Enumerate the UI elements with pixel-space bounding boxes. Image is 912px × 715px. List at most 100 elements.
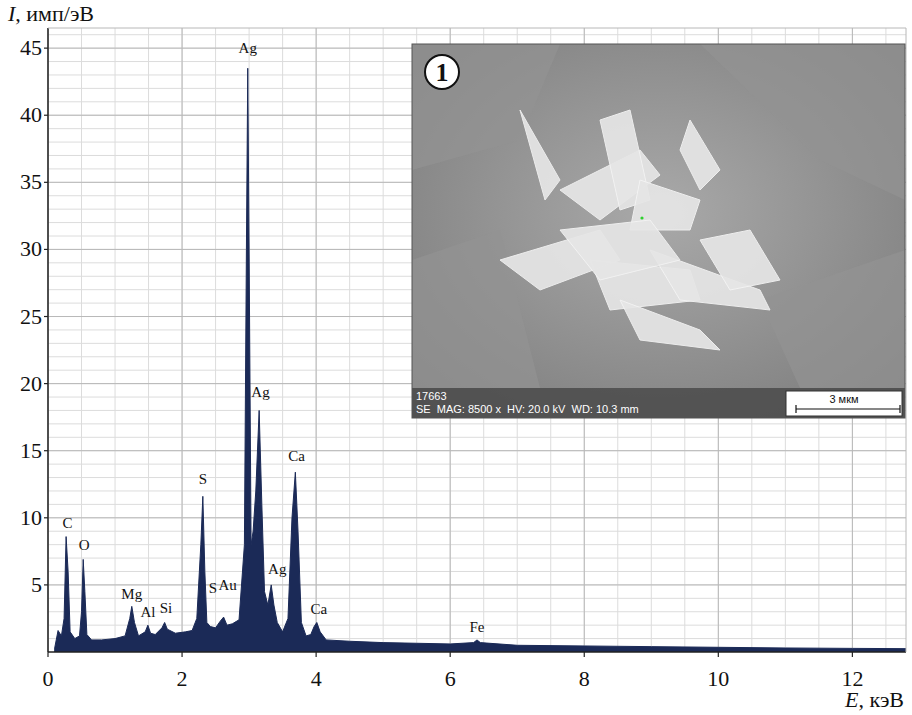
sem-texture <box>760 250 905 388</box>
sem-background <box>412 44 905 418</box>
minor-grid-line <box>48 464 906 465</box>
grid-line <box>48 584 906 585</box>
y-tick-label: 45 <box>20 35 42 60</box>
sem-id: 17663 <box>416 390 447 402</box>
minor-grid-line <box>48 490 906 491</box>
peak-label: S <box>199 471 207 487</box>
x-tick-label: 10 <box>707 666 729 691</box>
y-axis <box>47 28 49 652</box>
sem-marker <box>640 216 643 219</box>
minor-grid-line <box>48 34 906 35</box>
minor-grid-line <box>316 28 317 652</box>
minor-grid-line <box>48 437 906 438</box>
y-tick <box>44 249 48 250</box>
peak-label: Au <box>218 577 237 593</box>
y-tick <box>44 115 48 116</box>
peak-label: S <box>209 580 217 596</box>
x-tick-label: 8 <box>579 666 590 691</box>
grid-line <box>316 28 317 652</box>
peak-labels: COMgAlSiSSAuAgAgAgCaCaFe <box>62 40 484 634</box>
y-tick-label: 35 <box>20 169 42 194</box>
minor-grid-line <box>48 504 906 505</box>
y-tick-label: 40 <box>20 102 42 127</box>
minor-grid-line <box>48 558 906 559</box>
chart: 02468101251015202530354045I, имп/эВE, кэ… <box>0 0 912 715</box>
x-tick <box>47 652 48 657</box>
panel-label: 1 <box>436 58 449 87</box>
grid-line <box>48 28 49 652</box>
y-tick <box>44 517 48 518</box>
x-tick <box>181 652 182 657</box>
x-tick <box>718 652 719 657</box>
y-tick <box>44 450 48 451</box>
peak-label: O <box>79 537 90 553</box>
minor-grid-line <box>48 28 49 652</box>
scale-bar-label: 3 мкм <box>829 393 858 405</box>
x-tick-label: 4 <box>311 666 322 691</box>
sem-crystal <box>620 300 720 350</box>
y-tick <box>44 48 48 49</box>
x-tick <box>584 652 585 657</box>
grid <box>48 28 906 652</box>
minor-grid-line <box>48 477 906 478</box>
y-tick <box>44 316 48 317</box>
sem-texture <box>700 44 905 200</box>
peak-label: Ca <box>288 448 305 464</box>
minor-grid-line <box>48 611 906 612</box>
peak-label: Ca <box>310 601 327 617</box>
peak-label: Ag <box>268 561 287 577</box>
peak-label: Si <box>160 600 173 616</box>
sem-crystal <box>520 110 560 200</box>
y-tick-label: 25 <box>20 304 42 329</box>
frame <box>906 28 907 652</box>
minor-grid-line <box>182 28 183 652</box>
y-axis-title: I, имп/эВ <box>7 1 94 26</box>
scale-bar-box <box>786 391 902 416</box>
minor-grid-line <box>48 531 906 532</box>
grid-line <box>182 28 183 652</box>
minor-grid-line <box>48 450 906 451</box>
y-tick-label: 10 <box>20 505 42 530</box>
axes: 02468101251015202530354045 <box>20 28 906 691</box>
x-axis-title: E, кэВ <box>844 687 904 712</box>
grid-line <box>48 450 906 451</box>
minor-grid-line <box>48 517 906 518</box>
x-tick-label: 6 <box>445 666 456 691</box>
peak-label: Ag <box>239 40 258 56</box>
sem-frame <box>412 44 905 418</box>
minor-grid-line <box>48 598 906 599</box>
y-tick <box>44 584 48 585</box>
peak-label: C <box>62 515 72 531</box>
sem-picture <box>412 44 905 418</box>
grid-line <box>48 517 906 518</box>
panel-badge <box>425 55 459 89</box>
minor-grid-line <box>48 423 906 424</box>
sem-crystal <box>700 230 780 290</box>
x-tick-label: 0 <box>43 666 54 691</box>
sem-info-bar <box>412 388 905 418</box>
peak-label: Ag <box>251 384 270 400</box>
y-tick-label: 30 <box>20 236 42 261</box>
x-axis <box>48 651 906 653</box>
x-tick <box>450 652 451 657</box>
y-tick <box>44 182 48 183</box>
y-tick-label: 20 <box>20 371 42 396</box>
y-tick <box>44 383 48 384</box>
scale-bar-end <box>795 405 796 413</box>
peak-label: Fe <box>470 619 485 635</box>
x-tick-label: 2 <box>177 666 188 691</box>
scale-bar-end <box>899 405 900 413</box>
peak-label: Mg <box>121 586 142 602</box>
minor-grid-line <box>48 571 906 572</box>
minor-grid-line <box>48 584 906 585</box>
minor-grid-line <box>48 544 906 545</box>
x-tick <box>316 652 317 657</box>
sem-image: 17663SE MAG: 8500 x HV: 20.0 kV WD: 10.3… <box>412 44 905 418</box>
y-tick-label: 5 <box>31 572 42 597</box>
peak-label: Al <box>140 604 155 620</box>
sem-info: SE MAG: 8500 x HV: 20.0 kV WD: 10.3 mm <box>416 403 639 415</box>
sem-crystal <box>560 220 680 280</box>
sem-crystal <box>680 120 720 190</box>
frame <box>48 28 906 29</box>
y-tick-label: 15 <box>20 438 42 463</box>
